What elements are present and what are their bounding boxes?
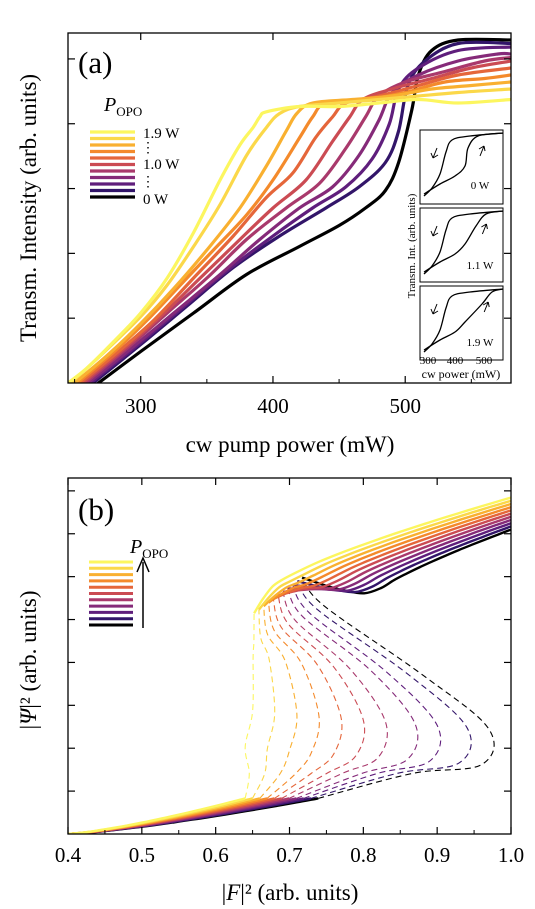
legend-a-dots-1: ⋮ — [141, 141, 155, 156]
b-xtick-label-0: 0.4 — [55, 843, 82, 867]
b-xtick-label-2: 0.6 — [203, 843, 229, 867]
panel-a-legend: POPO 1.9 W 1.0 W 0 W ⋮ ⋮ — [90, 94, 180, 208]
legend-b-title: POPO — [129, 536, 168, 561]
legend-a-label-high: 1.9 W — [143, 126, 180, 142]
inset-xtick-500: 500 — [476, 355, 493, 367]
panel-b-legend: POPO — [89, 536, 168, 628]
legend-a-dots-2: ⋮ — [141, 175, 155, 190]
legend-a-title: POPO — [103, 94, 142, 119]
b-unstable-branch-1 — [253, 610, 275, 799]
panel-b-ylabel: |Ψ|² (arb. units) — [16, 591, 41, 730]
legend-b-swatches — [89, 562, 133, 625]
inset-label-2: 1.9 W — [467, 337, 494, 349]
b-xtick-label-3: 0.7 — [276, 843, 302, 867]
panel-a-label: (a) — [78, 45, 112, 80]
panel-b-xlabel: |F|² (arb. units) — [222, 880, 359, 905]
b-unstable-branch-3 — [267, 603, 319, 799]
legend-a-label-low: 0 W — [143, 192, 169, 208]
inset-ylabel: Transm. Int. (arb. units) — [406, 193, 418, 298]
b-xtick-label-6: 1.0 — [498, 843, 524, 867]
legend-a-label-mid: 1.0 W — [143, 157, 180, 173]
a-xtick-label-0: 300 — [125, 394, 157, 418]
b-xtick-label-4: 0.8 — [350, 843, 376, 867]
a-xtick-label-1: 400 — [257, 394, 289, 418]
inset-frame-0 — [420, 130, 503, 204]
inset-xtick-300: 300 — [420, 355, 437, 367]
b-xtick-label-1: 0.5 — [129, 843, 155, 867]
b-upper-branch-5 — [278, 514, 511, 596]
panel-b: 0.4 0.5 0.6 0.7 0.8 0.9 1.0 (b) |Ψ|² (arb. uni… — [16, 478, 524, 905]
panel-a: 300 400 500 (a) Transm. Intensity (arb. un… — [16, 33, 511, 457]
inset-plots — [420, 130, 503, 360]
b-unstable-branch-7 — [288, 588, 418, 798]
b-upper-branch-1 — [259, 501, 511, 610]
b-unstable-branch-0 — [245, 613, 254, 798]
a-xtick-label-2: 500 — [389, 394, 421, 418]
inset-xlabel: cw power (mW) — [422, 367, 501, 381]
panel-a-xlabel: cw pump power (mW) — [186, 432, 395, 457]
b-unstable-branch-8 — [293, 585, 441, 799]
inset-xtick-400: 400 — [447, 355, 464, 367]
panel-b-label: (b) — [78, 492, 114, 527]
b-unstable-branch-9 — [297, 581, 471, 798]
inset-label-1: 1.1 W — [467, 260, 494, 272]
b-xtick-label-5: 0.9 — [424, 843, 450, 867]
inset-label-0: 0 W — [471, 180, 490, 192]
panel-a-insets: Transm. Int. (arb. units) cw power (mW) … — [406, 130, 503, 381]
b-unstable-branch-4 — [273, 599, 342, 798]
legend-a-swatches — [90, 132, 135, 197]
b-upper-branch-7 — [288, 520, 511, 590]
panel-a-ylabel: Transm. Intensity (arb. units) — [16, 74, 41, 342]
